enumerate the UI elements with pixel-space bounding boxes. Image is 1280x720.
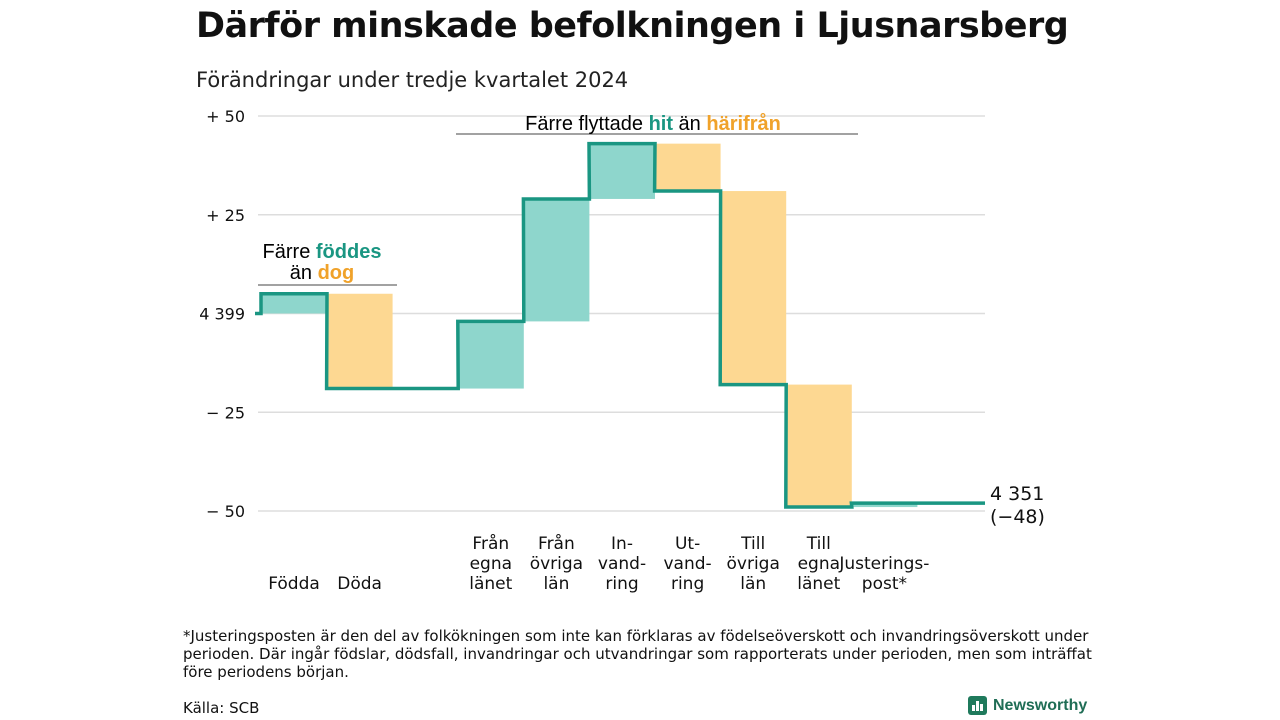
category-label-5-2: ring [605, 574, 638, 594]
category-label-7-0: Till [740, 534, 765, 554]
category-label-7-2: län [740, 574, 766, 594]
category-label-4-2: län [543, 574, 569, 594]
brand-logo: Newsworthy [968, 696, 1087, 715]
end-change-label: (−48) [990, 506, 1045, 528]
births-annotation-line1: Färre föddes [263, 241, 382, 263]
y-tick-label-2: 4 399 [199, 305, 245, 324]
category-label-6-2: ring [671, 574, 704, 594]
category-label-3-2: länet [469, 574, 512, 594]
category-label-4-1: övriga [530, 554, 583, 574]
y-tick-label-1: + 25 [206, 206, 245, 225]
category-label-0-0: Födda [268, 574, 320, 594]
bar-6 [654, 143, 721, 192]
category-label-3-1: egna [470, 554, 512, 574]
chart-title: Därför minskade befolkningen i Ljusnarsb… [196, 6, 1069, 46]
births-annotation-line2: än dog [290, 262, 354, 284]
chart-subtitle: Förändringar under tredje kvartalet 2024 [196, 68, 629, 92]
bar-5 [589, 143, 655, 199]
newsworthy-logo-icon [968, 696, 987, 715]
brand-name: Newsworthy [993, 696, 1088, 714]
footnote: *Justeringsposten är den del av folkökni… [183, 627, 1092, 681]
source-label: Källa: SCB [183, 699, 260, 717]
category-label-6-1: vand- [664, 554, 712, 574]
category-label-3-0: Från [472, 533, 509, 554]
bar-3 [457, 321, 524, 389]
category-label-6-0: Ut- [675, 534, 700, 554]
category-label-9-1: post* [862, 574, 907, 594]
bar-9 [851, 503, 918, 508]
category-label-8-2: länet [797, 574, 840, 594]
end-value-label: 4 351 [990, 483, 1044, 505]
category-label-5-1: vand- [598, 554, 646, 574]
bar-4 [523, 198, 590, 322]
bar-1 [326, 293, 393, 389]
category-label-4-0: Från [538, 533, 575, 554]
bar-0 [261, 293, 327, 314]
y-tick-label-4: − 50 [206, 502, 245, 521]
bar-7 [720, 191, 787, 385]
category-label-8-0: Till [806, 534, 831, 554]
y-tick-label-3: − 25 [206, 403, 245, 422]
category-label-7-1: övriga [727, 554, 780, 574]
category-label-9-0: Justerings- [838, 554, 929, 574]
category-label-1-0: Döda [337, 574, 382, 594]
category-label-8-1: egna [798, 554, 840, 574]
category-label-5-0: In- [611, 534, 633, 554]
y-tick-label-0: + 50 [206, 107, 245, 126]
bar-8 [785, 384, 852, 508]
moves-annotation: Färre flyttade hit än härifrån [525, 112, 781, 135]
cumulative-step-line [255, 141, 985, 509]
